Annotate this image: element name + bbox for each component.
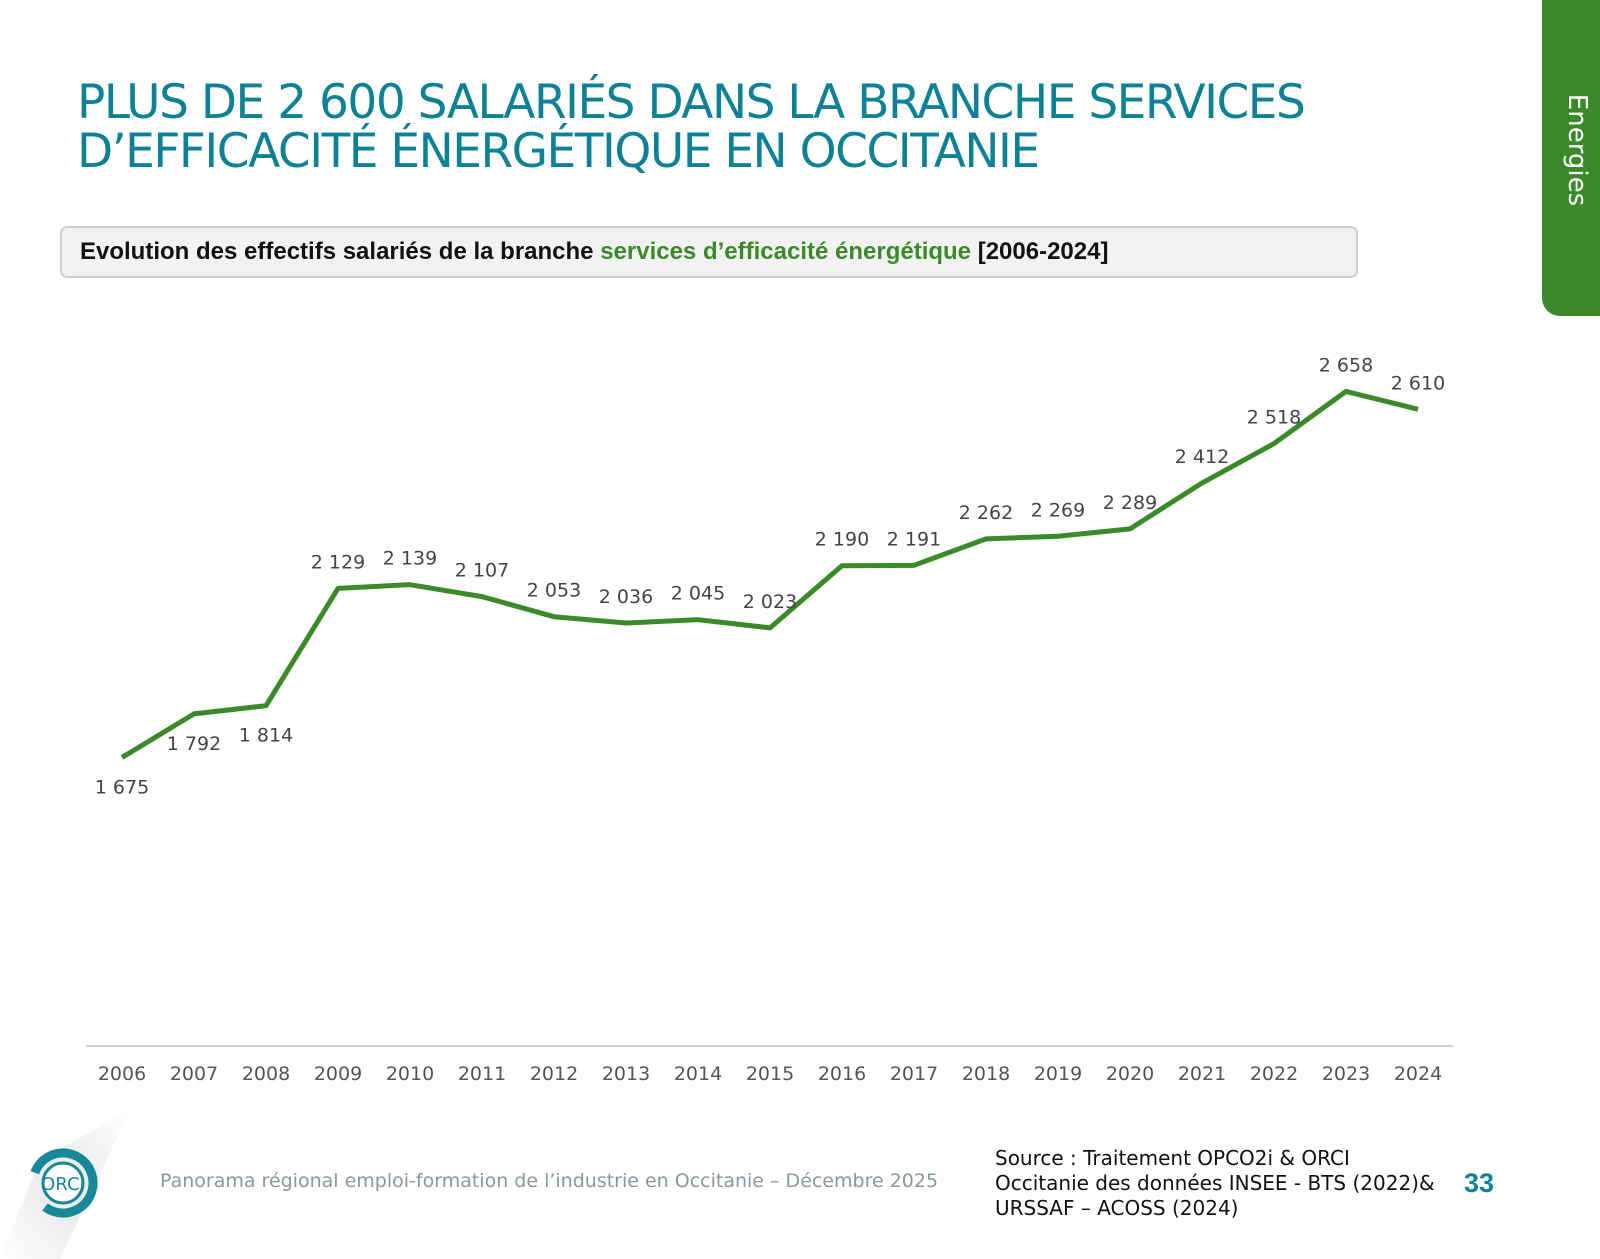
x-tick-label: 2016	[818, 1063, 866, 1085]
data-label: 2 107	[455, 560, 509, 582]
data-label: 2 518	[1247, 407, 1301, 429]
svg-text:ORCI: ORCI	[41, 1174, 85, 1195]
data-label: 2 139	[383, 548, 437, 570]
data-label: 2 412	[1175, 446, 1229, 468]
data-label: 2 610	[1391, 372, 1445, 394]
data-label: 2 289	[1103, 492, 1157, 514]
x-tick-label: 2023	[1322, 1063, 1370, 1085]
x-tick-label: 2006	[98, 1063, 146, 1085]
data-label: 2 053	[527, 580, 581, 602]
source-note: Source : Traitement OPCO2i & ORCI Occita…	[995, 1146, 1445, 1221]
x-tick-label: 2021	[1178, 1063, 1226, 1085]
x-tick-label: 2015	[746, 1063, 794, 1085]
x-tick-label: 2013	[602, 1063, 650, 1085]
data-label: 2 269	[1031, 499, 1085, 521]
x-tick-label: 2012	[530, 1063, 578, 1085]
x-tick-label: 2024	[1394, 1063, 1442, 1085]
title-line-2: D’EFFICACITÉ ÉNERGÉTIQUE EN OCCITANIE	[77, 124, 1040, 179]
data-label: 2 191	[887, 528, 941, 550]
subtitle-part1: Evolution des effectifs salariés de la b…	[80, 238, 601, 265]
data-label: 2 129	[311, 551, 365, 573]
x-tick-label: 2020	[1106, 1063, 1154, 1085]
series-line	[120, 388, 1419, 760]
x-tick-label: 2022	[1250, 1063, 1298, 1085]
title-line-1: PLUS DE 2 600 SALARIÉS DANS LA BRANCHE S…	[77, 75, 1306, 130]
x-tick-label: 2008	[242, 1063, 290, 1085]
data-label: 1 792	[167, 733, 221, 755]
x-tick-label: 2019	[1034, 1063, 1082, 1085]
source-line-2: Occitanie des données INSEE - BTS (2022)…	[995, 1171, 1435, 1195]
section-tab: Energies	[1542, 0, 1600, 316]
x-tick-label: 2018	[962, 1063, 1010, 1085]
footer-text: Panorama régional emploi-formation de l’…	[160, 1170, 939, 1192]
source-line-1: Source : Traitement OPCO2i & ORCI	[995, 1146, 1350, 1170]
subtitle-highlight: services d’efficacité énergétique	[600, 238, 972, 265]
data-label: 2 036	[599, 586, 653, 608]
subtitle-part2: [2006-2024]	[971, 238, 1109, 265]
x-tick-label: 2017	[890, 1063, 938, 1085]
x-tick-label: 2011	[458, 1063, 506, 1085]
x-tick-label: 2009	[314, 1063, 362, 1085]
x-tick-label: 2007	[170, 1063, 218, 1085]
chart-subtitle-box: Evolution des effectifs salariés de la b…	[60, 226, 1358, 278]
data-label: 2 045	[671, 583, 725, 605]
data-label: 2 262	[959, 502, 1013, 524]
x-tick-label: 2014	[674, 1063, 722, 1085]
source-line-3: URSSAF – ACOSS (2024)	[995, 1196, 1239, 1220]
data-label: 2 023	[743, 591, 797, 613]
data-label: 1 675	[95, 776, 149, 798]
orci-logo: ORCI	[0, 1100, 160, 1259]
data-label: 1 814	[239, 725, 293, 747]
page-title: PLUS DE 2 600 SALARIÉS DANS LA BRANCHE S…	[77, 75, 1306, 179]
page-number: 33	[1464, 1168, 1495, 1198]
x-tick-label: 2010	[386, 1063, 434, 1085]
data-label: 2 658	[1319, 354, 1373, 376]
data-label: 2 190	[815, 529, 869, 551]
